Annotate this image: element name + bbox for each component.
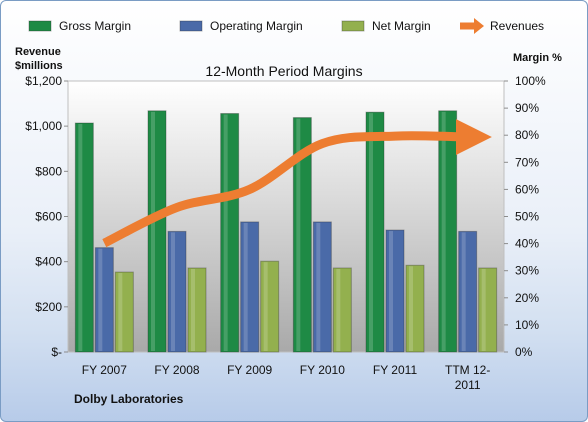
bar-net-margin bbox=[114, 271, 134, 353]
right-tick-label: 80% bbox=[515, 128, 539, 142]
x-tick-label: TTM 12-2011 bbox=[445, 363, 490, 392]
bar-operating-margin bbox=[458, 230, 478, 353]
chart-title: 12-Month Period Margins bbox=[205, 63, 362, 79]
bar-net-margin bbox=[187, 267, 207, 353]
right-tick-label: 90% bbox=[515, 101, 539, 115]
right-tick-label: 70% bbox=[515, 155, 539, 169]
left-tick-label: $600 bbox=[35, 210, 62, 224]
left-tick-label: $1,000 bbox=[25, 119, 62, 133]
legend-item-revenues: Revenues bbox=[460, 18, 544, 34]
left-tick-label: $200 bbox=[35, 300, 62, 314]
right-tick-label: 60% bbox=[515, 182, 539, 196]
bar-gross-margin bbox=[220, 113, 240, 353]
x-tick-label: FY 2007 bbox=[82, 363, 127, 377]
x-axis-ticks: FY 2007 FY 2008 FY 2009 FY 2010 FY 2011 TTM 1… bbox=[82, 363, 491, 392]
bar-gross-margin bbox=[74, 122, 94, 353]
right-axis-title: Margin % bbox=[513, 52, 562, 64]
bar-gross-margin bbox=[365, 111, 385, 353]
left-tick-label: $800 bbox=[35, 164, 62, 178]
legend-label: Operating Margin bbox=[210, 19, 303, 33]
legend-item-gross-margin: Gross Margin bbox=[28, 19, 131, 33]
revenue-line bbox=[102, 119, 492, 248]
right-tick-label: 40% bbox=[515, 237, 539, 251]
legend-item-net-margin: Net Margin bbox=[341, 19, 431, 33]
right-tick-label: 50% bbox=[515, 210, 539, 224]
left-tick-label: $- bbox=[51, 345, 62, 359]
legend-swatch bbox=[179, 20, 203, 32]
bar-operating-margin bbox=[167, 230, 187, 353]
bar-net-margin bbox=[405, 264, 425, 353]
legend-swatch bbox=[341, 20, 365, 32]
bar-net-margin bbox=[332, 267, 352, 353]
left-tick-label: $400 bbox=[35, 255, 62, 269]
plot-area bbox=[67, 80, 505, 353]
legend-item-operating-margin: Operating Margin bbox=[179, 19, 303, 33]
right-tick-label: 20% bbox=[515, 291, 539, 305]
legend-label: Gross Margin bbox=[59, 19, 131, 33]
company-footnote: Dolby Laboratories bbox=[74, 392, 184, 406]
bar-gross-margin bbox=[147, 110, 167, 353]
left-tick-label: $1,200 bbox=[25, 74, 62, 88]
bar-group bbox=[74, 110, 498, 353]
left-axis-title: Revenue $millions bbox=[15, 46, 64, 72]
legend-label: Net Margin bbox=[372, 19, 431, 33]
x-tick-label: FY 2010 bbox=[300, 363, 345, 377]
bar-net-margin bbox=[260, 260, 280, 353]
bar-operating-margin bbox=[94, 247, 114, 353]
bar-net-margin bbox=[478, 267, 498, 353]
right-tick-label: 100% bbox=[515, 74, 546, 88]
left-axis-ticks: $- $200 $400 $600 $800 $1,000 $1,200 bbox=[25, 74, 68, 359]
right-tick-label: 0% bbox=[515, 345, 533, 359]
legend: Gross Margin Operating Margin Net Margin Re… bbox=[28, 18, 544, 34]
right-tick-label: 10% bbox=[515, 318, 539, 332]
right-axis-ticks: 0% 10% 20% 30% 40% 50% 60% 70% 80% 90% 100% bbox=[504, 74, 546, 359]
bar-gross-margin bbox=[292, 117, 312, 353]
bar-operating-margin bbox=[385, 229, 405, 353]
legend-label: Revenues bbox=[490, 19, 544, 33]
x-tick-label: FY 2008 bbox=[154, 363, 199, 377]
x-tick-label: FY 2011 bbox=[373, 363, 418, 377]
legend-swatch bbox=[28, 20, 52, 32]
bar-operating-margin bbox=[312, 221, 332, 353]
bar-gross-margin bbox=[438, 110, 458, 353]
right-tick-label: 30% bbox=[515, 264, 539, 278]
revenue-line-group bbox=[102, 119, 492, 248]
x-tick-label: FY 2009 bbox=[227, 363, 272, 377]
bar-operating-margin bbox=[240, 221, 260, 353]
